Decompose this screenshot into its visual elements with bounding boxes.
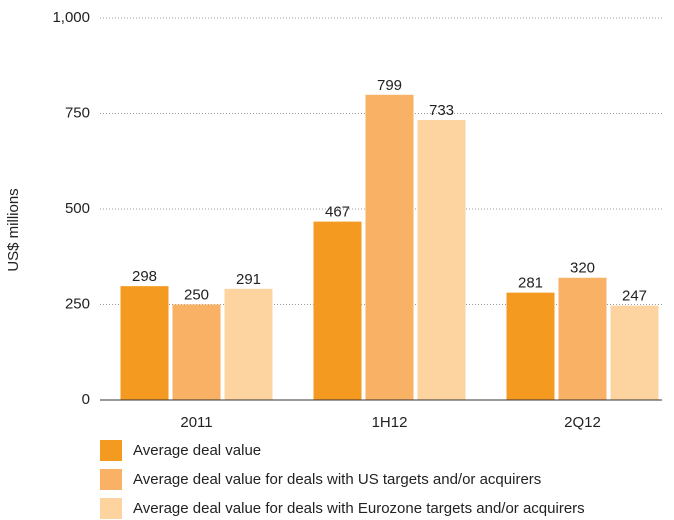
y-tick-label: 500 bbox=[65, 200, 90, 217]
data-label: 799 bbox=[377, 77, 402, 94]
y-tick-label: 1,000 bbox=[52, 9, 90, 26]
data-label: 467 bbox=[325, 204, 350, 221]
data-label: 281 bbox=[518, 275, 543, 292]
legend-label: Average deal value for deals with US tar… bbox=[133, 471, 541, 488]
x-tick-label: 2Q12 bbox=[564, 414, 601, 431]
legend-label: Average deal value bbox=[133, 442, 261, 459]
legend-swatch bbox=[100, 469, 122, 490]
data-label: 291 bbox=[236, 271, 261, 288]
legend-label: Average deal value for deals with Eurozo… bbox=[133, 500, 585, 517]
data-label: 298 bbox=[132, 268, 157, 285]
y-tick-label: 0 bbox=[82, 391, 90, 408]
legend-swatch bbox=[100, 498, 122, 519]
bar bbox=[172, 304, 221, 400]
y-tick-label: 750 bbox=[65, 104, 90, 121]
bar bbox=[506, 292, 555, 400]
bar bbox=[224, 288, 273, 400]
bar bbox=[120, 286, 169, 400]
legend-swatch bbox=[100, 440, 122, 461]
bar bbox=[365, 94, 414, 401]
data-label: 320 bbox=[570, 260, 595, 277]
data-label: 247 bbox=[622, 288, 647, 305]
bar bbox=[558, 277, 607, 400]
bar bbox=[313, 221, 362, 400]
y-tick-label: 250 bbox=[65, 295, 90, 312]
data-label: 733 bbox=[429, 102, 454, 119]
y-axis-label: US$ millions bbox=[5, 188, 22, 271]
data-label: 250 bbox=[184, 286, 209, 303]
bar bbox=[417, 119, 466, 400]
x-tick-label: 1H12 bbox=[372, 414, 408, 431]
bar bbox=[610, 305, 659, 400]
x-tick-label: 2011 bbox=[180, 414, 212, 431]
